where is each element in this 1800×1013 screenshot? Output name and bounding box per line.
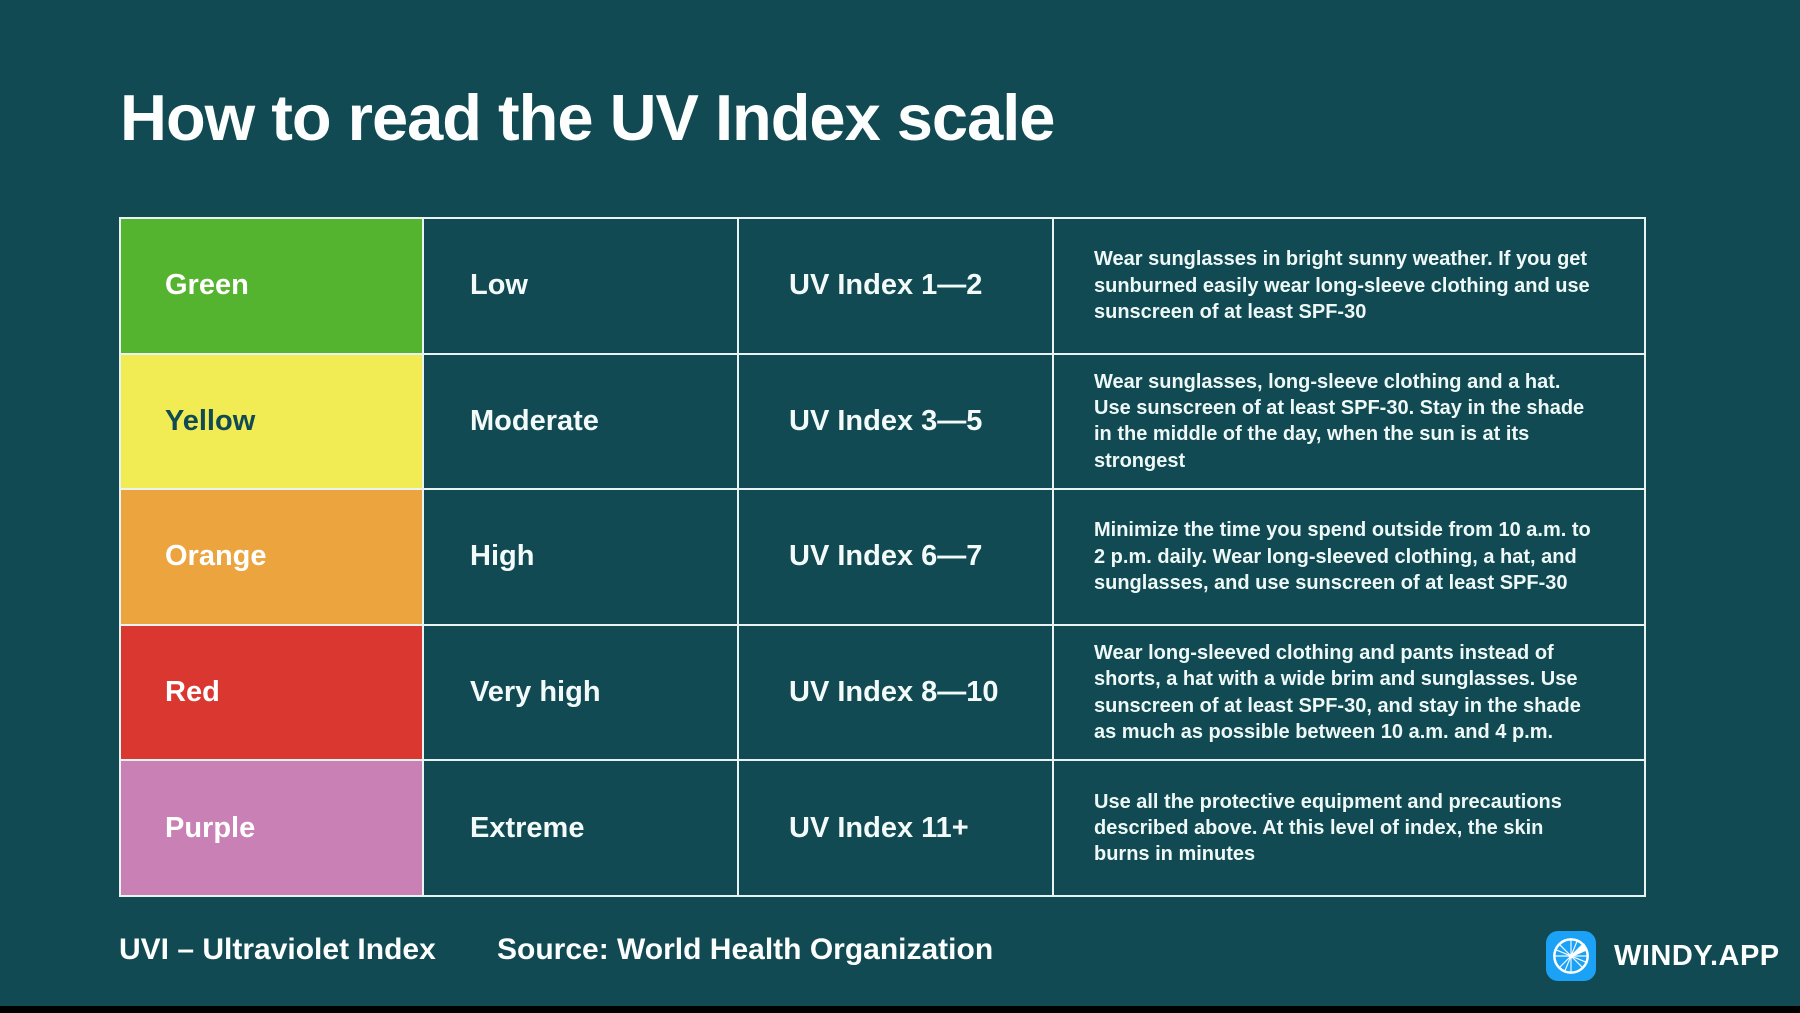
source-attribution-label: Source: World Health Organization: [497, 933, 994, 966]
level-cell: High: [424, 490, 737, 624]
color-swatch-yellow: Yellow: [121, 354, 422, 489]
color-name-label: Red: [165, 676, 220, 709]
level-cell: Very high: [424, 625, 737, 760]
uv-range-label: UV Index 11+: [789, 811, 969, 844]
color-swatch-green: Green: [121, 219, 422, 353]
advice-text: Wear sunglasses, long-sleeve clothing an…: [1094, 370, 1585, 472]
color-swatch-orange: Orange: [121, 490, 422, 624]
advice-cell: Wear sunglasses in bright sunny weather.…: [1054, 219, 1644, 353]
bottom-bar: [0, 1006, 1800, 1013]
uv-range-cell: UV Index 11+: [739, 761, 1052, 895]
windy-app-logo: [1546, 931, 1596, 981]
page-title: How to read the UV Index scale: [120, 81, 1055, 154]
uv-range-label: UV Index 8—10: [789, 676, 999, 709]
advice-text: Minimize the time you spend outside from…: [1094, 519, 1591, 595]
level-label: Extreme: [470, 811, 585, 844]
uv-range-label: UV Index 3—5: [789, 404, 983, 437]
color-name-label: Green: [165, 269, 249, 302]
uv-index-table: Green Low UV Index 1—2 Wear sunglasses i…: [119, 217, 1646, 897]
level-cell: Extreme: [424, 761, 737, 895]
color-swatch-purple: Purple: [121, 761, 422, 895]
color-name-label: Yellow: [165, 404, 256, 437]
level-label: Low: [470, 269, 528, 302]
advice-cell: Wear sunglasses, long-sleeve clothing an…: [1054, 354, 1644, 489]
uv-range-cell: UV Index 8—10: [739, 625, 1052, 760]
uv-range-cell: UV Index 6—7: [739, 490, 1052, 624]
compass-windsock-icon: [1553, 938, 1589, 974]
level-cell: Low: [424, 219, 737, 353]
advice-text: Wear sunglasses in bright sunny weather.…: [1094, 248, 1590, 323]
advice-text: Wear long-sleeved clothing and pants ins…: [1094, 641, 1581, 743]
level-label: High: [470, 540, 535, 573]
level-label: Moderate: [470, 404, 599, 437]
level-cell: Moderate: [424, 354, 737, 489]
uvi-abbreviation-label: UVI – Ultraviolet Index: [119, 933, 436, 966]
uv-range-label: UV Index 1—2: [789, 269, 983, 302]
color-swatch-red: Red: [121, 625, 422, 760]
advice-text: Use all the protective equipment and pre…: [1094, 790, 1562, 866]
advice-cell: Use all the protective equipment and pre…: [1054, 761, 1644, 895]
level-label: Very high: [470, 676, 601, 709]
brand-name-label: WINDY.APP: [1614, 940, 1780, 972]
color-name-label: Purple: [165, 811, 256, 844]
advice-cell: Wear long-sleeved clothing and pants ins…: [1054, 625, 1644, 760]
advice-cell: Minimize the time you spend outside from…: [1054, 490, 1644, 624]
uv-range-cell: UV Index 3—5: [739, 354, 1052, 489]
uv-range-label: UV Index 6—7: [789, 540, 983, 573]
uv-range-cell: UV Index 1—2: [739, 219, 1052, 353]
color-name-label: Orange: [165, 540, 267, 573]
